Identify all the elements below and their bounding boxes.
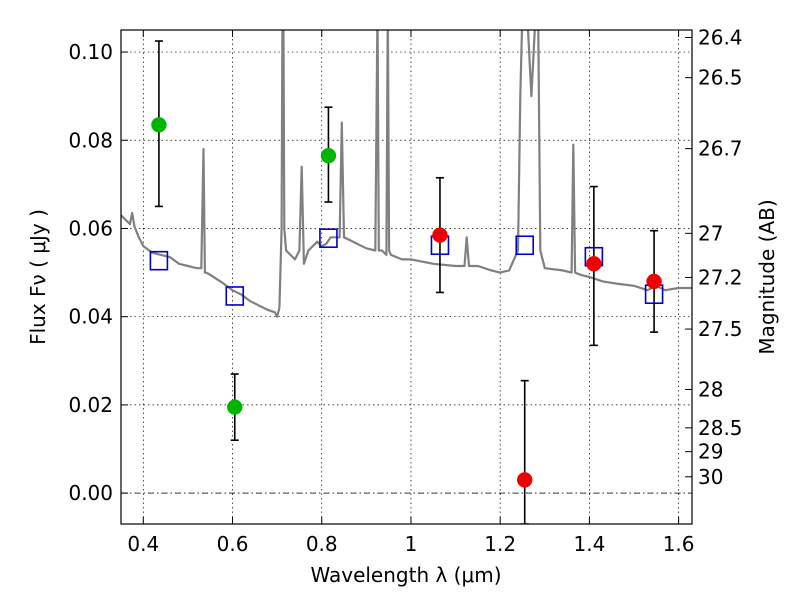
right-tick-label: 26.7	[698, 137, 743, 161]
photometry-point	[227, 399, 243, 415]
x-tick-label: 0.4	[127, 532, 159, 556]
y-tick-label: 0.06	[68, 216, 113, 240]
right-tick-label: 26.4	[698, 25, 743, 49]
photometry-point	[516, 472, 533, 488]
plot-frame	[120, 29, 693, 525]
spectrum-layer	[121, 30, 692, 318]
right-tick-label: 27.5	[698, 317, 743, 341]
right-tick-label: 28	[698, 377, 723, 401]
y-tick-label: 0.10	[68, 40, 113, 64]
right-tick-label: 27.2	[698, 265, 743, 289]
x-tick-label: 0.8	[306, 532, 338, 556]
photometry-point	[432, 227, 448, 243]
x-axis-label: Wavelength λ (μm)	[310, 563, 501, 587]
right-tick-label: 26.5	[698, 66, 743, 90]
y-axis-label: Flux Fν ( μJy )	[26, 209, 50, 345]
right-tick-label: 28.5	[698, 416, 743, 440]
photometry-point	[151, 117, 167, 133]
x-tick-label: 1	[405, 532, 418, 556]
errorbar-layer	[154, 40, 659, 524]
right-tick-label: 30	[698, 465, 723, 489]
y-tick-label: 0.08	[68, 128, 113, 152]
model-square-marker	[319, 228, 338, 248]
y-axis-right-label: Magnitude (AB)	[755, 199, 779, 354]
grid-layer	[121, 30, 692, 524]
photometry-point	[320, 147, 337, 164]
model-square-marker	[225, 286, 245, 306]
x-tick-label: 1.6	[663, 532, 695, 556]
right-tick-label: 29	[698, 440, 723, 464]
marker-layer	[149, 117, 664, 488]
tick-layer: 0.4 0.6 0.8 1 1.2 1.4 1.6 0.00 0.02 0.04 0.06 0.08 0…	[68, 25, 742, 556]
y-tick-label: 0.04	[68, 305, 113, 329]
x-tick-label: 0.6	[217, 532, 249, 556]
photometry-point	[586, 256, 602, 272]
y-tick-label: 0.02	[68, 393, 113, 417]
right-tick-label: 27	[698, 221, 723, 245]
x-tick-label: 1.4	[573, 532, 605, 556]
x-tick-label: 1.2	[484, 532, 516, 556]
plot-area	[121, 30, 692, 524]
photometry-point	[646, 273, 662, 290]
model-square-marker	[149, 250, 169, 271]
model-square-marker	[515, 235, 535, 256]
spectrum-line	[121, 30, 692, 318]
y-tick-label: 0.00	[68, 481, 113, 505]
